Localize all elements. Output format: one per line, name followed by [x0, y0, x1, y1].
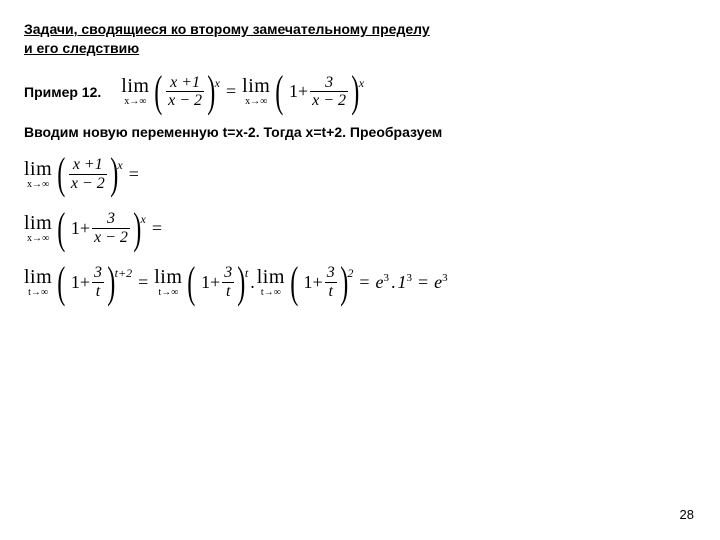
heading-line1: Задачи, сводящиеся ко второму замечатель… — [24, 21, 430, 37]
fraction: 3 x − 2 — [310, 74, 348, 110]
equation-step-3: lim t→∞ ( 1+ 3 t ) t+2 = lim t→∞ ( 1+ 3 … — [24, 264, 696, 300]
result-final: e3 — [434, 272, 448, 293]
fraction: x +1 x − 2 — [166, 74, 204, 110]
example-label: Пример 12. — [24, 84, 101, 100]
equation-step-2: lim x→∞ ( 1+ 3 x − 2 ) x = — [24, 210, 696, 246]
result-e3: e3 — [376, 272, 390, 293]
lim-block: lim x→∞ — [121, 76, 149, 107]
example-row: Пример 12. lim x→∞ ( x +1 x − 2 ) x = li… — [24, 74, 696, 110]
paren-group: ( x +1 x − 2 ) — [151, 74, 218, 110]
heading-line2: и его следствию — [24, 40, 139, 56]
heading: Задачи, сводящиеся ко второму замечатель… — [24, 20, 696, 58]
result-1-3: 13 — [398, 272, 413, 293]
substitution-text: Вводим новую переменную t=x-2. Тогда x=t… — [24, 124, 696, 140]
paren-group: ( 1+ 3 x − 2 ) — [272, 74, 362, 110]
lim-block: lim x→∞ — [242, 76, 270, 107]
page-number: 28 — [680, 507, 694, 522]
equation-step-1: lim x→∞ ( x +1 x − 2 ) x = — [24, 156, 696, 192]
